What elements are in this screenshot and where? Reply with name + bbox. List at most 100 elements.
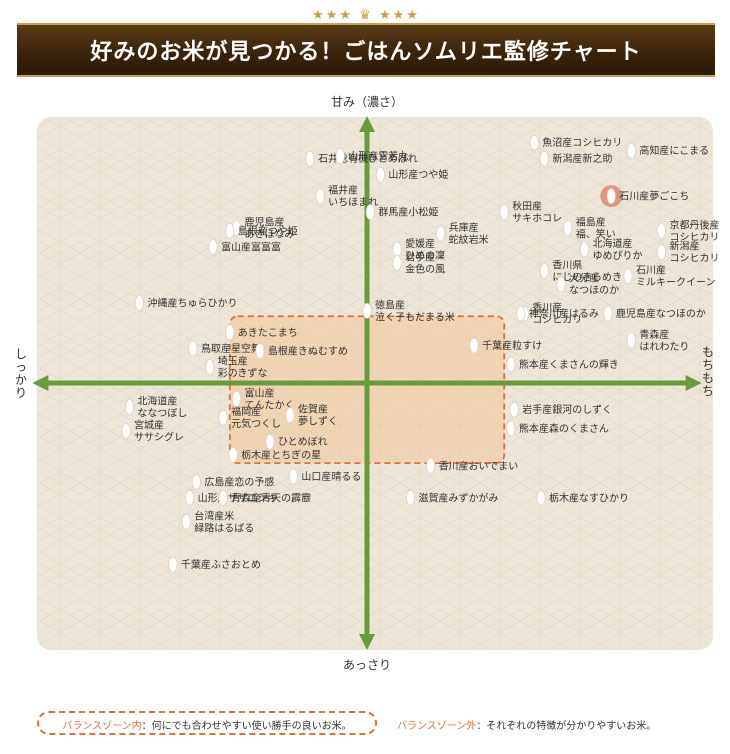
point-label: 神奈川産はるみ <box>529 307 599 320</box>
rice-grain-icon <box>516 305 526 322</box>
point-label: 福井産いちほまれ <box>328 184 378 209</box>
rice-grain-icon <box>121 423 131 439</box>
point-label: 秋田産サキホコレ <box>512 200 562 225</box>
rice-grain-icon <box>205 359 215 375</box>
rice-grain-icon <box>529 134 539 151</box>
rice-point: 鹿児島産なつほのか <box>603 305 706 322</box>
rice-grain-icon <box>218 409 228 426</box>
rice-point: 徳島産泣く子もだまる米 <box>362 298 455 323</box>
rice-grain-icon <box>228 447 238 463</box>
point-label: 福岡産元気つくし <box>231 405 281 430</box>
legend-inside-text: ：何にでも合わせやすい使い勝手の良いお米。 <box>141 721 352 732</box>
rice-point: 青森産青天の霹靂 <box>218 489 311 506</box>
point-label: 山形産ササニシキ <box>198 491 278 504</box>
rice-grain-icon <box>623 268 633 285</box>
rice-point: 台湾産米緑路はるばる <box>181 509 254 534</box>
point-label: 鹿児島産なつほのか <box>616 307 706 320</box>
point-label: 埼玉産彩のきずな <box>218 354 268 379</box>
legend-inside-key: バランスゾーン内 <box>62 721 142 732</box>
x-axis-arrow-right <box>685 375 702 391</box>
point-label: 栃木産なすひかり <box>549 491 629 504</box>
rice-grain-icon <box>375 166 385 183</box>
rice-grain-icon <box>539 262 549 279</box>
rice-grain-icon <box>603 305 613 322</box>
point-label: 福島産福、笑い <box>576 216 616 241</box>
rice-grain-icon <box>425 457 436 474</box>
rice-grain-icon <box>124 399 135 415</box>
rice-point: 島根産つや姫 <box>225 222 298 239</box>
rice-point: 山形産ササニシキ <box>185 489 278 506</box>
x-axis-left-label: しっかり <box>15 347 27 400</box>
rice-point: あきたこまち <box>225 324 298 341</box>
point-label: 香川県にじのきらめき <box>552 259 622 283</box>
rice-point: 滋賀産みずかがみ <box>405 489 499 506</box>
point-label: 沖縄産ちゅらひかり <box>147 296 237 309</box>
point-label: 鳥取産星空舞 <box>201 342 261 355</box>
point-label: 山形産雪若丸 <box>348 150 408 163</box>
rice-grain-icon <box>656 244 667 261</box>
y-axis-arrow-down <box>359 634 375 650</box>
point-label: 香川産おいでまい <box>439 459 519 472</box>
rice-grain-icon <box>191 473 201 490</box>
rice-point: 新潟産コシヒカリ <box>656 240 719 265</box>
rice-point: 島根産きぬむすめ <box>255 343 348 359</box>
point-label: 石川産ミルキークイーン <box>636 264 716 289</box>
point-label: 新潟産コシヒカリ <box>669 240 719 265</box>
rice-point: 京都丹後産コシヒカリ <box>656 218 719 243</box>
rice-point: 熊本産森のくまさん <box>506 420 609 437</box>
rice-grain-icon <box>255 343 265 359</box>
point-label: 岩手産金色の風 <box>405 250 445 275</box>
rice-grain-icon <box>536 489 546 506</box>
rice-point: 新潟産新之助 <box>539 150 612 167</box>
rice-point: 富山産てんたかく <box>231 387 294 412</box>
rice-grain-icon <box>208 238 218 255</box>
rice-grain-icon <box>335 148 345 164</box>
rice-point: 栃木産とちぎの星 <box>228 447 321 463</box>
point-label: 大分産なつほのか <box>569 272 619 297</box>
rice-grain-icon <box>469 337 479 354</box>
rice-point: 石川産夢ごこち <box>600 185 689 208</box>
rice-point: 大分産なつほのか <box>556 272 619 297</box>
rice-grain-icon <box>188 340 198 357</box>
point-label: 青森産青天の霹靂 <box>231 491 311 504</box>
rice-grain-icon <box>315 188 325 205</box>
point-label: 台湾産米緑路はるばる <box>194 509 254 534</box>
rice-grain-icon <box>225 324 235 341</box>
rice-point: 山口産晴るる <box>288 468 361 485</box>
point-label: 熊本産くまさんの輝き <box>519 358 619 371</box>
point-label: 魚沼産コシヒカリ <box>542 136 622 149</box>
rice-point: 石川産ミルキークイーン <box>623 264 716 289</box>
rice-point: 福島産福、笑い <box>563 216 616 241</box>
data-points: 魚沼産コシヒカリ高知産にこまる新潟産新之助石川産夢ごこち石井稔有機ひとめぼれ山形… <box>121 134 719 573</box>
rice-grain-icon <box>563 220 573 237</box>
point-label: 栃木産とちぎの星 <box>241 449 321 462</box>
rice-point: 山形産雪若丸 <box>335 148 408 164</box>
point-label: あきたこまち <box>238 327 298 339</box>
rice-grain-icon <box>288 468 298 485</box>
legend-outside-text: ：それぞれの特徴が分かりやすいお米。 <box>476 721 657 732</box>
point-label: 新潟産新之助 <box>552 152 612 165</box>
rice-grain-icon <box>392 241 402 258</box>
rice-grain-icon <box>579 241 590 258</box>
rice-point: 秋田産サキホコレ <box>499 200 562 225</box>
rice-point: 沖縄産ちゅらひかり <box>134 294 237 311</box>
rice-point: 栃木産なすひかり <box>536 489 629 506</box>
rice-point: 千葉産ふさおとめ <box>168 556 261 573</box>
point-label: 島根産きぬむすめ <box>268 344 348 357</box>
rice-grain-icon <box>506 356 516 373</box>
legend-balance-outside: バランスゾーン外：それぞれの特徴が分かりやすいお米。 <box>397 717 656 732</box>
rice-point: 青森産はれわたり <box>626 328 689 353</box>
rice-grain-icon <box>225 222 235 239</box>
y-axis-arrow-up <box>359 116 375 132</box>
rice-point: 佐賀産夢しずく <box>285 403 338 428</box>
point-label: 富山産てんたかく <box>244 387 294 412</box>
point-label: 千葉産ふさおとめ <box>181 558 261 571</box>
rice-grain-icon <box>509 401 519 418</box>
rice-point: 北海道産ゆめぴりか <box>579 237 643 262</box>
rice-grain-icon <box>626 332 636 349</box>
rice-grain-icon <box>362 303 372 319</box>
point-label: 広島産恋の予感 <box>204 475 274 488</box>
rice-point: 北海道産ななつぼし <box>124 395 187 420</box>
point-label: 京都丹後産コシヒカリ <box>669 218 719 243</box>
